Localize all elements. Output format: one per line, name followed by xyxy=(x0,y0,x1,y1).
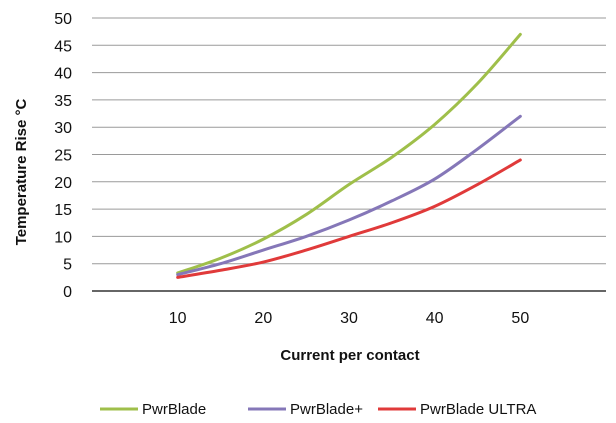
x-tick-labels: 10 20 30 40 50 xyxy=(169,310,530,327)
y-tick-label: 50 xyxy=(54,11,72,28)
y-tick-label: 0 xyxy=(63,284,72,301)
x-tick-label: 50 xyxy=(511,310,529,327)
y-tick-label: 20 xyxy=(54,175,72,192)
y-tick-label: 45 xyxy=(54,38,72,55)
x-tick-label: 20 xyxy=(254,310,272,327)
legend-label: PwrBlade xyxy=(142,401,206,418)
x-tick-label: 10 xyxy=(169,310,187,327)
y-tick-label: 5 xyxy=(63,257,72,274)
y-tick-label: 15 xyxy=(54,202,72,219)
legend-label: PwrBlade+ xyxy=(290,401,363,418)
y-tick-label: 25 xyxy=(54,148,72,165)
y-axis-title: Temperature Rise °C xyxy=(13,99,30,246)
x-tick-label: 30 xyxy=(340,310,358,327)
series-line-1 xyxy=(176,114,522,277)
y-tick-label: 40 xyxy=(54,66,72,83)
x-tick-label: 40 xyxy=(426,310,444,327)
legend: PwrBlade PwrBlade+ PwrBlade ULTRA xyxy=(100,401,536,418)
series-line-2 xyxy=(176,158,522,279)
grid-lines xyxy=(92,17,606,292)
series-lines xyxy=(176,32,522,279)
y-tick-label: 10 xyxy=(54,229,72,246)
y-tick-label: 30 xyxy=(54,120,72,137)
x-axis-title: Current per contact xyxy=(280,347,419,364)
legend-label: PwrBlade ULTRA xyxy=(420,401,536,418)
y-tick-label: 35 xyxy=(54,93,72,110)
series-line-0 xyxy=(176,32,522,275)
y-tick-labels: 0 5 10 15 20 25 30 35 40 45 50 xyxy=(54,11,72,301)
